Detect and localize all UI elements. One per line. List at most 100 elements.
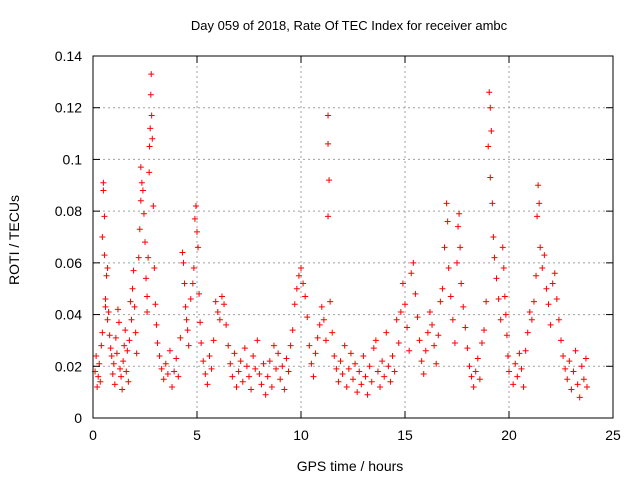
data-point: [308, 360, 315, 367]
data-point: [374, 368, 381, 375]
data-point: [506, 368, 512, 375]
y-tick-label: 0.04: [55, 307, 82, 323]
data-point: [435, 332, 442, 339]
data-point: [537, 244, 544, 251]
x-tick-label: 10: [293, 427, 309, 443]
data-point: [447, 293, 454, 300]
data-point: [564, 376, 571, 383]
data-point: [553, 296, 560, 303]
data-point: [235, 368, 242, 375]
data-point: [345, 365, 352, 372]
x-tick-label: 15: [397, 427, 413, 443]
axis-ticks: 0 5 10 15 20 25 0 0.02 0.04 0.06 0.08 0.1 0.12 0.14: [55, 48, 621, 443]
data-point: [212, 298, 219, 305]
data-point: [145, 254, 152, 261]
data-point: [522, 347, 529, 354]
data-point: [539, 265, 546, 272]
data-point: [151, 265, 158, 272]
data-point: [216, 316, 223, 323]
data-point: [414, 314, 421, 321]
data-point: [248, 386, 255, 393]
data-point: [233, 383, 240, 390]
y-tick-label: 0.06: [55, 255, 82, 271]
data-point: [164, 371, 171, 378]
data-point: [160, 376, 167, 383]
data-point: [443, 200, 450, 207]
data-point: [576, 394, 583, 401]
data-point: [460, 303, 467, 310]
data-point: [433, 360, 440, 367]
data-point: [499, 244, 506, 251]
data-point: [397, 308, 404, 315]
chart-title: Day 059 of 2018, Rate Of TEC Index for r…: [191, 18, 508, 33]
data-point: [472, 368, 479, 375]
data-point: [486, 89, 493, 96]
data-point: [197, 319, 204, 326]
data-point: [582, 355, 589, 362]
data-point: [275, 350, 282, 357]
data-point: [191, 215, 198, 222]
data-point: [551, 270, 558, 277]
data-point: [99, 234, 106, 240]
data-point: [108, 352, 115, 359]
data-point: [391, 368, 398, 375]
data-point: [566, 358, 573, 365]
data-point: [270, 342, 277, 349]
grid: [93, 56, 613, 418]
x-tick-label: 0: [89, 427, 97, 443]
y-tick-label: 0: [74, 410, 82, 426]
data-point: [250, 352, 257, 359]
data-point: [135, 254, 142, 261]
data-point: [547, 321, 554, 328]
data-point: [198, 340, 205, 347]
data-point: [485, 143, 492, 150]
data-point: [457, 244, 464, 251]
data-point: [426, 308, 433, 315]
data-point: [383, 329, 390, 336]
data-point: [156, 352, 163, 359]
data-point: [487, 174, 494, 181]
data-point: [418, 358, 425, 365]
data-point: [451, 340, 458, 347]
data-point: [152, 301, 159, 308]
data-point: [501, 293, 508, 300]
data-point: [528, 316, 535, 323]
data-point: [187, 296, 194, 303]
data-point: [113, 350, 120, 357]
data-point: [512, 360, 519, 367]
data-point: [562, 365, 569, 372]
data-point: [329, 329, 336, 336]
data-point: [175, 373, 182, 380]
data-point: [514, 373, 521, 380]
data-point: [502, 311, 509, 318]
data-point: [358, 381, 365, 388]
data-point: [124, 347, 131, 354]
data-point: [291, 301, 298, 308]
data-point: [116, 319, 122, 326]
data-point: [545, 301, 552, 308]
data-point: [128, 316, 135, 323]
data-point: [487, 104, 494, 111]
data-point: [185, 342, 192, 349]
data-point: [533, 272, 540, 279]
data-point: [106, 332, 113, 339]
data-point: [281, 386, 288, 393]
data-point: [154, 340, 161, 347]
data-point: [306, 342, 313, 349]
data-point: [150, 202, 157, 209]
data-point: [489, 200, 496, 207]
x-tick-label: 25: [605, 427, 621, 443]
x-tick-label: 20: [501, 427, 517, 443]
data-point: [580, 376, 587, 383]
data-point: [536, 200, 543, 207]
data-point: [381, 373, 388, 380]
data-point: [476, 376, 483, 383]
data-point: [256, 371, 263, 378]
data-point: [223, 321, 230, 328]
data-point: [354, 389, 361, 396]
data-point: [422, 347, 429, 354]
y-tick-label: 0.14: [55, 48, 82, 64]
data-point: [105, 308, 112, 315]
data-point: [325, 213, 332, 220]
data-point: [149, 135, 156, 142]
